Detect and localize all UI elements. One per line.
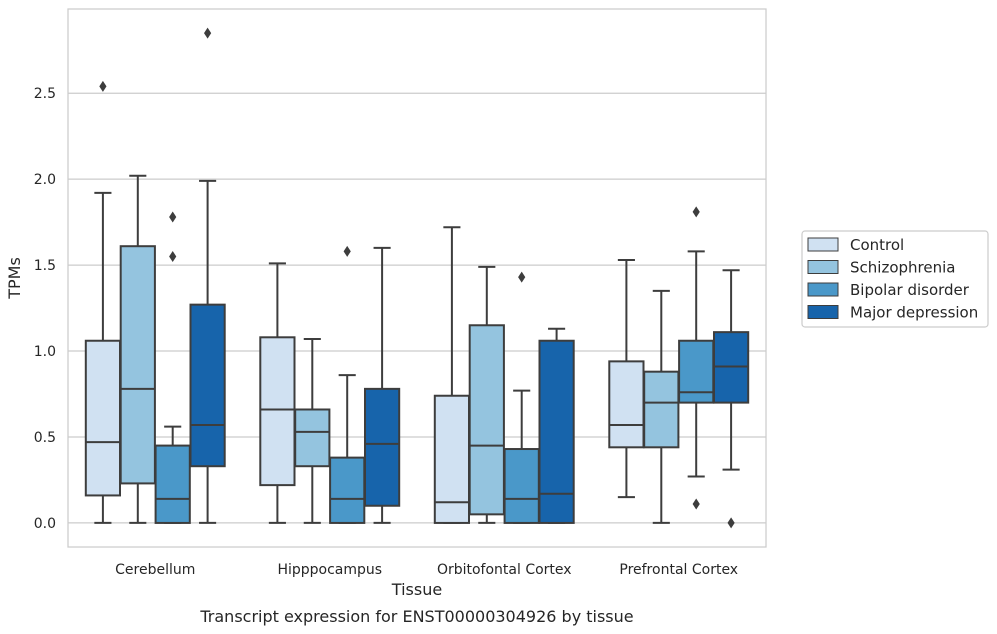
outlier-point <box>727 517 735 529</box>
x-tick-label: Prefrontal Cortex <box>619 562 738 578</box>
outlier-point <box>343 245 351 257</box>
outlier-point <box>99 80 107 92</box>
box-iqr <box>154 444 191 524</box>
box-group <box>329 245 366 524</box>
box-iqr <box>468 324 505 516</box>
box-iqr <box>84 339 122 497</box>
box-iqr <box>643 370 680 449</box>
box-iqr <box>329 456 366 524</box>
figure-caption: Transcript expression for ENST0000030492… <box>199 607 633 626</box>
box-iqr <box>294 408 331 468</box>
y-tick-label: 2.0 <box>34 172 56 188</box>
box-iqr <box>538 339 575 524</box>
gridlines <box>68 92 766 524</box>
y-tick-label: 0.0 <box>34 516 56 532</box>
box-iqr <box>433 394 471 524</box>
legend-label: Bipolar disorder <box>850 281 970 299</box>
x-axis-label: Tissue <box>391 580 442 599</box>
legend-swatch <box>807 260 839 274</box>
legend-label: Schizophrenia <box>850 259 955 277</box>
box-group <box>189 27 226 524</box>
x-axis-ticks: Cerebellum Hipppocampus Orbitofontal Corte… <box>115 562 738 578</box>
box-plot-series <box>84 27 750 529</box>
y-tick-label: 2.5 <box>34 86 56 102</box>
box-iqr <box>189 303 226 468</box>
legend-label: Major depression <box>850 304 978 322</box>
x-tick-label: Orbitofontal Cortex <box>437 562 572 578</box>
box-iqr <box>503 448 540 524</box>
box-group <box>433 226 471 524</box>
plot-area-frame <box>67 8 767 548</box>
box-group <box>643 289 680 524</box>
outlier-point <box>169 251 177 263</box>
box-group <box>503 271 540 524</box>
legend-swatch <box>807 305 839 319</box>
y-axis-label: TPMs <box>5 257 24 300</box>
box-group <box>608 258 645 499</box>
box-iqr <box>363 387 401 507</box>
legend-label: Control <box>850 236 904 254</box>
box-group <box>154 211 191 524</box>
outlier-point <box>692 206 700 218</box>
legend-frame <box>801 230 989 328</box>
y-tick-label: 0.5 <box>34 430 56 446</box>
box-group <box>712 269 750 529</box>
y-tick-label: 1.0 <box>34 344 56 360</box>
box-iqr <box>259 336 296 487</box>
box-group <box>294 338 331 524</box>
box-group <box>678 206 715 510</box>
box-group <box>363 246 401 524</box>
y-tick-label: 1.5 <box>34 258 56 274</box>
y-axis-ticks: 0.0 0.5 1.0 1.5 2.0 2.5 <box>34 86 56 532</box>
box-iqr <box>119 245 156 485</box>
outlier-point <box>204 27 212 39</box>
box-group <box>468 265 505 524</box>
outlier-point <box>692 498 700 510</box>
legend-swatch <box>807 282 839 297</box>
outlier-point <box>169 211 177 223</box>
box-group <box>259 262 296 524</box>
box-iqr <box>608 360 645 449</box>
x-tick-label: Cerebellum <box>115 562 195 578</box>
x-tick-label: Hipppocampus <box>277 562 382 578</box>
box-group <box>538 327 575 524</box>
legend-swatch <box>807 237 839 252</box>
box-iqr <box>678 339 715 404</box>
outlier-point <box>518 271 526 283</box>
box-group <box>119 174 156 524</box>
box-group <box>84 80 122 524</box>
legend: Control Schizophrenia Bipolar disorder Majo… <box>801 230 989 328</box>
